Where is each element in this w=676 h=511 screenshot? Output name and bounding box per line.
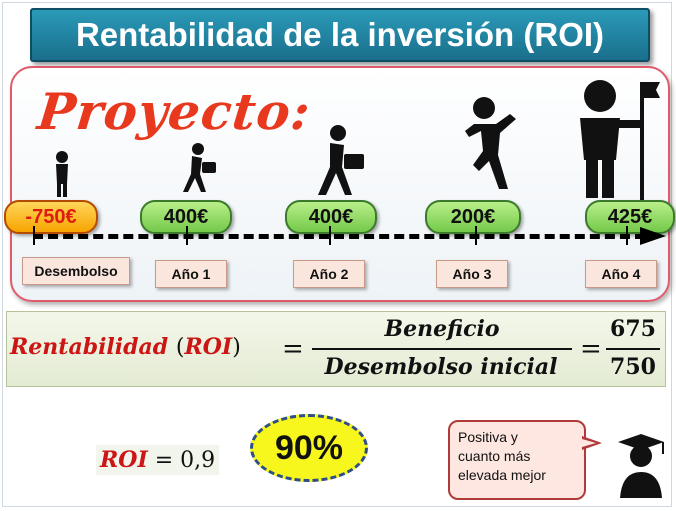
person-with-flag-icon — [580, 80, 660, 200]
cash-flow-badge: 200€ — [425, 200, 521, 234]
roi-value: = 0,9 — [154, 448, 216, 473]
cash-flow-badge: -750€ — [4, 200, 98, 234]
timeline-tick — [186, 226, 188, 245]
callout-line: elevada mejor — [458, 467, 546, 483]
callout-line: cuanto más — [458, 448, 531, 464]
jumping-person-icon — [465, 97, 516, 189]
roi-var: ROI — [100, 447, 148, 473]
formula-denominator: Desembolso inicial — [324, 354, 558, 380]
graduate-icon — [618, 434, 664, 498]
period-label: Año 1 — [155, 260, 227, 288]
period-label: Desembolso — [22, 257, 130, 285]
period-label: Año 2 — [293, 260, 365, 288]
cash-flow-badge: 400€ — [285, 200, 377, 234]
timeline-tick — [329, 226, 331, 245]
formula-numerator: Beneficio — [384, 316, 500, 342]
formula-lhs-word: Rentabilidad — [10, 334, 169, 360]
timeline-axis — [33, 234, 645, 239]
period-label: Año 3 — [436, 260, 508, 288]
project-label: Proyecto: — [34, 82, 314, 141]
page-title: Rentabilidad de la inversión (ROI) — [30, 8, 650, 62]
timeline-tick — [475, 226, 477, 245]
period-label: Año 4 — [585, 260, 657, 288]
sad-person-icon — [56, 151, 68, 197]
roi-percentage: 90% — [250, 414, 368, 482]
callout-line: Positiva y — [458, 429, 518, 445]
formula-value-bar — [606, 348, 660, 350]
formula-equals: = — [282, 334, 304, 364]
formula-value-numerator: 675 — [610, 316, 656, 342]
cash-flow-badge: 425€ — [585, 200, 675, 234]
roi-result: ROI = 0,9 — [96, 445, 220, 475]
businessman-walking-icon — [318, 125, 364, 195]
callout-tail-inner — [582, 439, 596, 447]
formula-lhs-var: ROI — [184, 334, 233, 360]
timeline-arrow-icon — [640, 227, 666, 245]
timeline-tick — [626, 226, 628, 245]
formula-equals: = — [580, 334, 602, 364]
formula-value-denominator: 750 — [610, 354, 656, 380]
cash-flow-badge: 400€ — [140, 200, 232, 234]
timeline-tick — [33, 226, 35, 245]
walking-person-icon — [183, 143, 216, 192]
slide-frame — [2, 2, 672, 507]
formula-lhs: Rentabilidad (ROI) — [10, 334, 241, 360]
advice-callout: Positiva y cuanto más elevada mejor — [448, 420, 586, 500]
formula-close-paren: ) — [232, 335, 241, 360]
formula-fraction-bar — [312, 348, 572, 350]
formula-open-paren: ( — [175, 335, 185, 360]
